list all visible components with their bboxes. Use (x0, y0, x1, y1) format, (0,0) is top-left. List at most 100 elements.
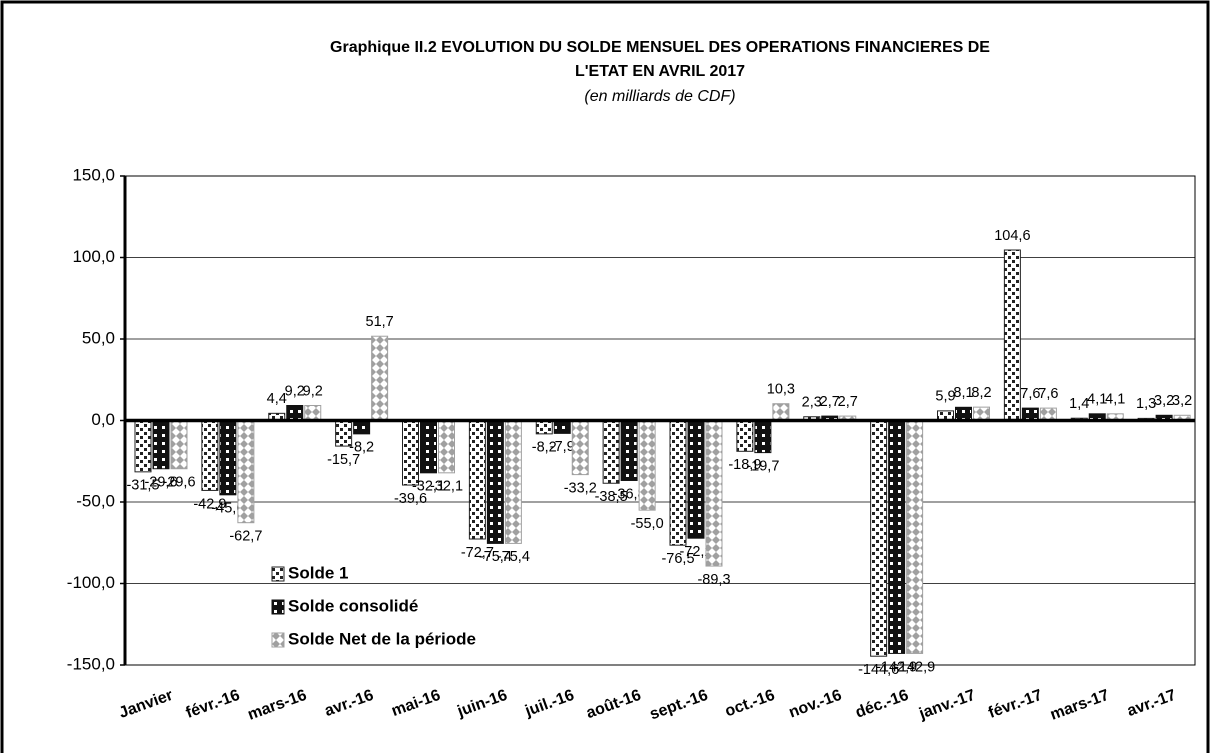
chart-subtitle: (en milliards de CDF) (584, 88, 735, 105)
bar (1039, 407, 1057, 421)
bar (669, 420, 687, 546)
data-label: -55,0 (631, 516, 664, 532)
bar (504, 420, 522, 544)
bar (888, 420, 906, 654)
data-label: 1,4 (1069, 396, 1089, 412)
data-label: -7,9 (550, 439, 575, 455)
data-label: 1,3 (1136, 396, 1156, 412)
bar (201, 420, 219, 491)
bar (1003, 249, 1021, 421)
data-label: -8,2 (349, 440, 374, 456)
y-tick-label: -100,0 (67, 573, 115, 592)
data-label: -142,9 (894, 659, 935, 675)
data-label: 10,3 (767, 382, 795, 398)
data-label: -38,5 (595, 489, 628, 505)
bar (736, 420, 754, 452)
data-label: 3,2 (1172, 393, 1192, 409)
data-label: 7,6 (1020, 386, 1040, 402)
data-label: 2,7 (820, 394, 840, 410)
y-tick-label: -50,0 (76, 491, 115, 510)
y-tick-label: 150,0 (72, 165, 115, 184)
data-label: 9,2 (303, 383, 323, 399)
legend-swatch (271, 566, 285, 582)
bar (1021, 407, 1039, 421)
data-label: -15,7 (327, 452, 360, 468)
data-label: 9,2 (285, 383, 305, 399)
bar (152, 420, 170, 470)
bar (870, 420, 888, 657)
bar (955, 406, 972, 421)
data-label: 5,9 (935, 389, 955, 405)
bar (602, 420, 620, 484)
data-label: -142,9 (876, 659, 917, 675)
bar (438, 420, 455, 474)
bar (571, 420, 589, 476)
bar (402, 420, 419, 486)
y-tick-label: 100,0 (72, 247, 115, 266)
bar (535, 420, 553, 435)
bar (486, 420, 504, 544)
chart-title: L'ETAT EN AVRIL 2017 (575, 63, 745, 80)
bar (420, 420, 437, 474)
data-label: -29,6 (144, 475, 177, 491)
legend-swatch (271, 632, 285, 648)
legend-label: Solde consolidé (288, 596, 418, 615)
legend-label: Solde Net de la période (288, 629, 476, 648)
data-label: -72,7 (461, 545, 494, 561)
data-label: -39,6 (394, 491, 427, 507)
data-label: -76,5 (661, 551, 694, 567)
data-label: -33,2 (564, 480, 597, 496)
bar (304, 405, 322, 421)
legend-swatch (271, 599, 285, 615)
data-label: 2,7 (838, 394, 858, 410)
bar (237, 420, 255, 524)
bar (353, 420, 371, 435)
data-label: -36,8 (613, 486, 646, 502)
data-label: -42,9 (193, 496, 226, 512)
bar (638, 420, 656, 511)
data-label: 51,7 (366, 314, 394, 330)
chart-title: Graphique II.2 EVOLUTION DU SOLDE MENSUE… (330, 39, 990, 56)
data-label: -89,3 (697, 572, 730, 588)
bar (906, 420, 924, 654)
bar (973, 406, 990, 422)
data-label: 7,6 (1038, 386, 1058, 402)
data-label: -32,1 (430, 479, 463, 495)
bar (134, 420, 152, 473)
y-tick-label: 50,0 (82, 328, 115, 347)
bar (705, 420, 723, 567)
data-label: -18,9 (728, 457, 761, 473)
data-label: -75,4 (479, 549, 512, 565)
data-label: -32,1 (412, 479, 445, 495)
data-label: 4,1 (1087, 392, 1107, 408)
data-label: 4,4 (267, 391, 287, 407)
bar (468, 420, 486, 540)
data-label: 4,1 (1105, 392, 1125, 408)
data-label: -31,5 (126, 478, 159, 494)
legend-label: Solde 1 (288, 563, 348, 582)
data-label: -8,2 (532, 440, 557, 456)
bar (286, 405, 304, 421)
bar (371, 335, 389, 422)
y-tick-label: -150,0 (67, 654, 115, 673)
bar (620, 420, 638, 481)
bar (772, 403, 790, 421)
data-label: -72,2 (679, 544, 712, 560)
data-label: -144,6 (858, 662, 899, 678)
data-label: 2,3 (802, 395, 822, 411)
bar (219, 420, 237, 496)
bar (687, 420, 705, 539)
data-label: -19,7 (746, 458, 779, 474)
data-label: 8,1 (953, 385, 973, 401)
data-label: -29,6 (162, 475, 195, 491)
data-label: -75,4 (497, 549, 530, 565)
bar (170, 420, 188, 470)
bar (553, 420, 571, 434)
bar (754, 420, 772, 454)
data-label: 8,2 (971, 385, 991, 401)
y-tick-label: 0,0 (91, 410, 115, 429)
data-label: 104,6 (994, 228, 1030, 244)
data-label: -45,6 (211, 501, 244, 517)
